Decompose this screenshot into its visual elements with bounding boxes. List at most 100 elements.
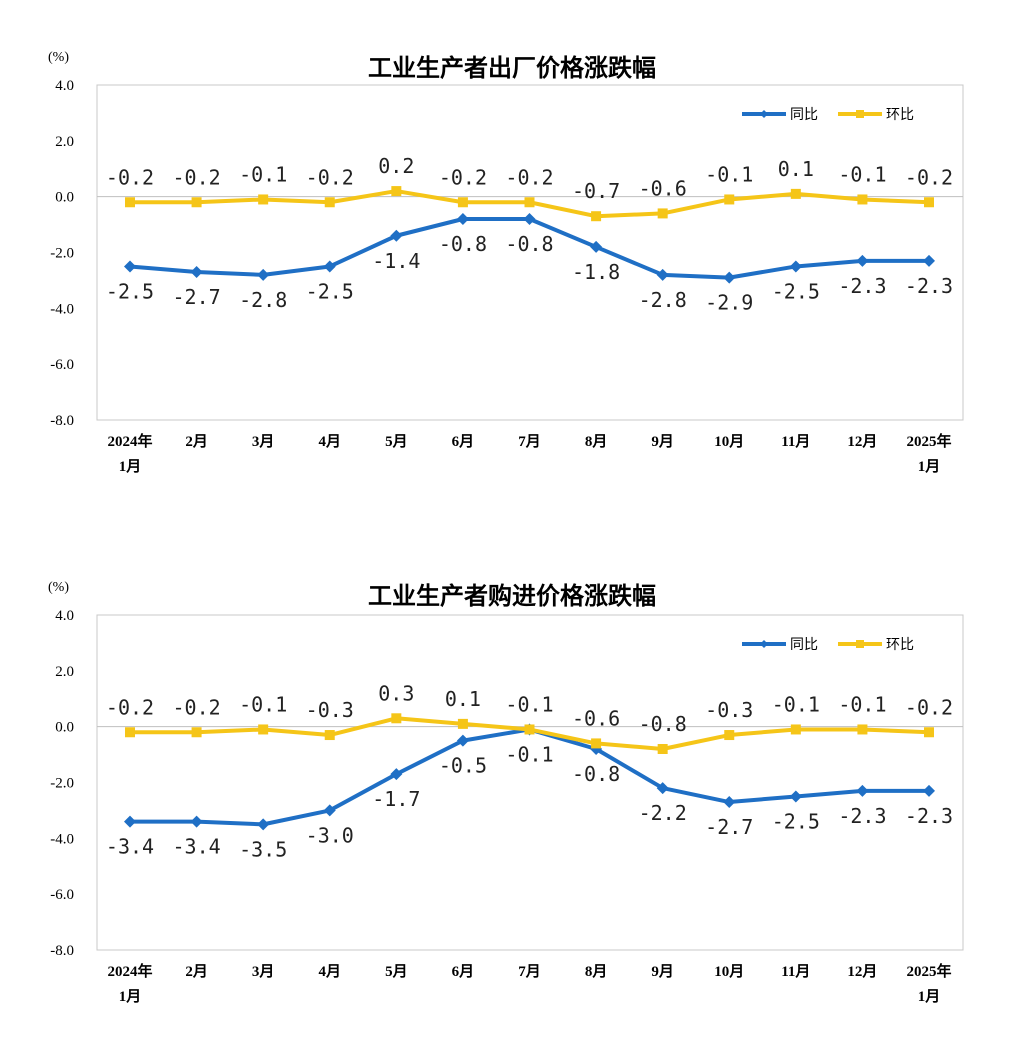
data-label: -3.4: [172, 835, 220, 859]
data-point-marker: [456, 734, 469, 747]
y-tick-label: 4.0: [55, 78, 74, 94]
legend-label: 同比: [790, 637, 818, 653]
x-tick-label: 7月: [518, 963, 541, 980]
data-point-marker: [923, 254, 935, 267]
data-point-marker: [390, 768, 403, 781]
data-point-marker: [657, 744, 668, 754]
data-label: -0.3: [306, 698, 354, 722]
x-tick-label: 1月: [918, 988, 941, 1005]
data-label: -0.2: [505, 165, 553, 189]
data-point-marker: [191, 197, 202, 208]
y-tick-label: -6.0: [50, 357, 74, 373]
data-point-marker: [190, 266, 203, 279]
data-label: -1.8: [572, 260, 620, 284]
data-point-marker: [524, 724, 535, 735]
data-label: -2.7: [705, 815, 753, 839]
data-point-marker: [456, 213, 469, 225]
x-tick-label: 2024年: [107, 962, 152, 980]
data-point-marker: [523, 213, 536, 225]
x-tick-label: 10月: [714, 433, 744, 450]
data-point-marker: [857, 724, 868, 735]
data-point-marker: [190, 815, 203, 828]
y-tick-label: 4.0: [55, 608, 74, 624]
x-tick-label: 1月: [119, 988, 142, 1005]
data-label: -0.1: [505, 692, 553, 716]
y-tick-label: -2.0: [50, 776, 74, 792]
data-label: -0.8: [639, 712, 687, 736]
data-label: -0.1: [239, 162, 287, 186]
data-label: -2.5: [306, 279, 354, 303]
data-label: -0.8: [572, 762, 620, 786]
x-tick-label: 7月: [518, 433, 541, 450]
x-tick-label: 11月: [781, 433, 810, 450]
data-label: -0.2: [439, 165, 487, 189]
data-label: -0.1: [838, 162, 886, 186]
data-point-marker: [258, 724, 269, 735]
x-tick-label: 12月: [847, 963, 877, 980]
legend-label: 环比: [886, 107, 914, 123]
legend-label: 同比: [790, 107, 818, 123]
x-tick-label: 9月: [651, 963, 674, 980]
data-label: -2.2: [639, 801, 687, 825]
y-tick-label: -8.0: [50, 943, 74, 959]
data-label: -2.3: [838, 274, 886, 298]
data-label: 0.2: [378, 154, 414, 178]
chart-title: 工业生产者出厂价格涨跌幅: [368, 54, 656, 82]
data-point-marker: [524, 197, 535, 208]
data-label: -2.7: [172, 285, 220, 309]
x-tick-label: 8月: [585, 433, 608, 450]
data-point-marker: [924, 197, 934, 208]
data-label: -0.2: [905, 695, 953, 719]
data-point-marker: [257, 818, 270, 831]
y-tick-label: -4.0: [50, 831, 74, 847]
x-tick-label: 6月: [452, 433, 475, 450]
legend-marker: [760, 110, 768, 118]
data-label: -0.2: [905, 165, 953, 189]
data-label: 0.3: [378, 681, 414, 705]
x-tick-label: 3月: [252, 963, 275, 980]
legend-marker: [760, 640, 768, 648]
data-point-marker: [789, 790, 802, 803]
x-tick-label: 4月: [318, 433, 341, 450]
data-point-marker: [657, 208, 668, 219]
data-point-marker: [124, 815, 136, 828]
data-point-marker: [191, 727, 202, 738]
data-point-marker: [390, 229, 403, 242]
data-point-marker: [323, 260, 336, 273]
x-tick-label: 1月: [119, 458, 142, 475]
data-point-marker: [724, 730, 735, 741]
data-point-marker: [857, 194, 868, 205]
x-tick-label: 5月: [385, 963, 408, 980]
data-label: -0.1: [705, 162, 753, 186]
data-label: 0.1: [445, 687, 481, 711]
data-point-marker: [924, 727, 934, 738]
data-point-marker: [856, 784, 869, 797]
y-tick-label: 0.0: [55, 720, 74, 736]
data-point-marker: [124, 260, 136, 273]
x-tick-label: 2月: [185, 963, 208, 980]
data-label: -2.8: [639, 288, 687, 312]
data-label: -2.5: [772, 279, 820, 303]
x-tick-label: 1月: [918, 458, 941, 475]
x-tick-label: 2024年: [107, 432, 152, 450]
data-label: -2.3: [838, 804, 886, 828]
legend-marker: [856, 640, 864, 648]
data-point-marker: [125, 197, 135, 208]
data-point-marker: [856, 254, 869, 267]
data-label: -0.2: [106, 165, 154, 189]
data-label: -0.6: [639, 176, 687, 200]
data-label: -0.1: [239, 692, 287, 716]
data-label: -1.7: [372, 787, 420, 811]
data-label: -0.3: [705, 698, 753, 722]
data-label: -0.2: [106, 695, 154, 719]
data-label: -0.8: [439, 232, 487, 256]
x-tick-label: 6月: [452, 963, 475, 980]
legend-label: 环比: [886, 637, 914, 653]
plot-frame: [96, 84, 964, 421]
data-point-marker: [789, 260, 802, 273]
data-label: -2.8: [239, 288, 287, 312]
x-tick-label: 2025年: [906, 962, 951, 980]
data-label: -0.8: [505, 232, 553, 256]
data-label: -2.3: [905, 804, 953, 828]
data-point-marker: [391, 713, 402, 724]
